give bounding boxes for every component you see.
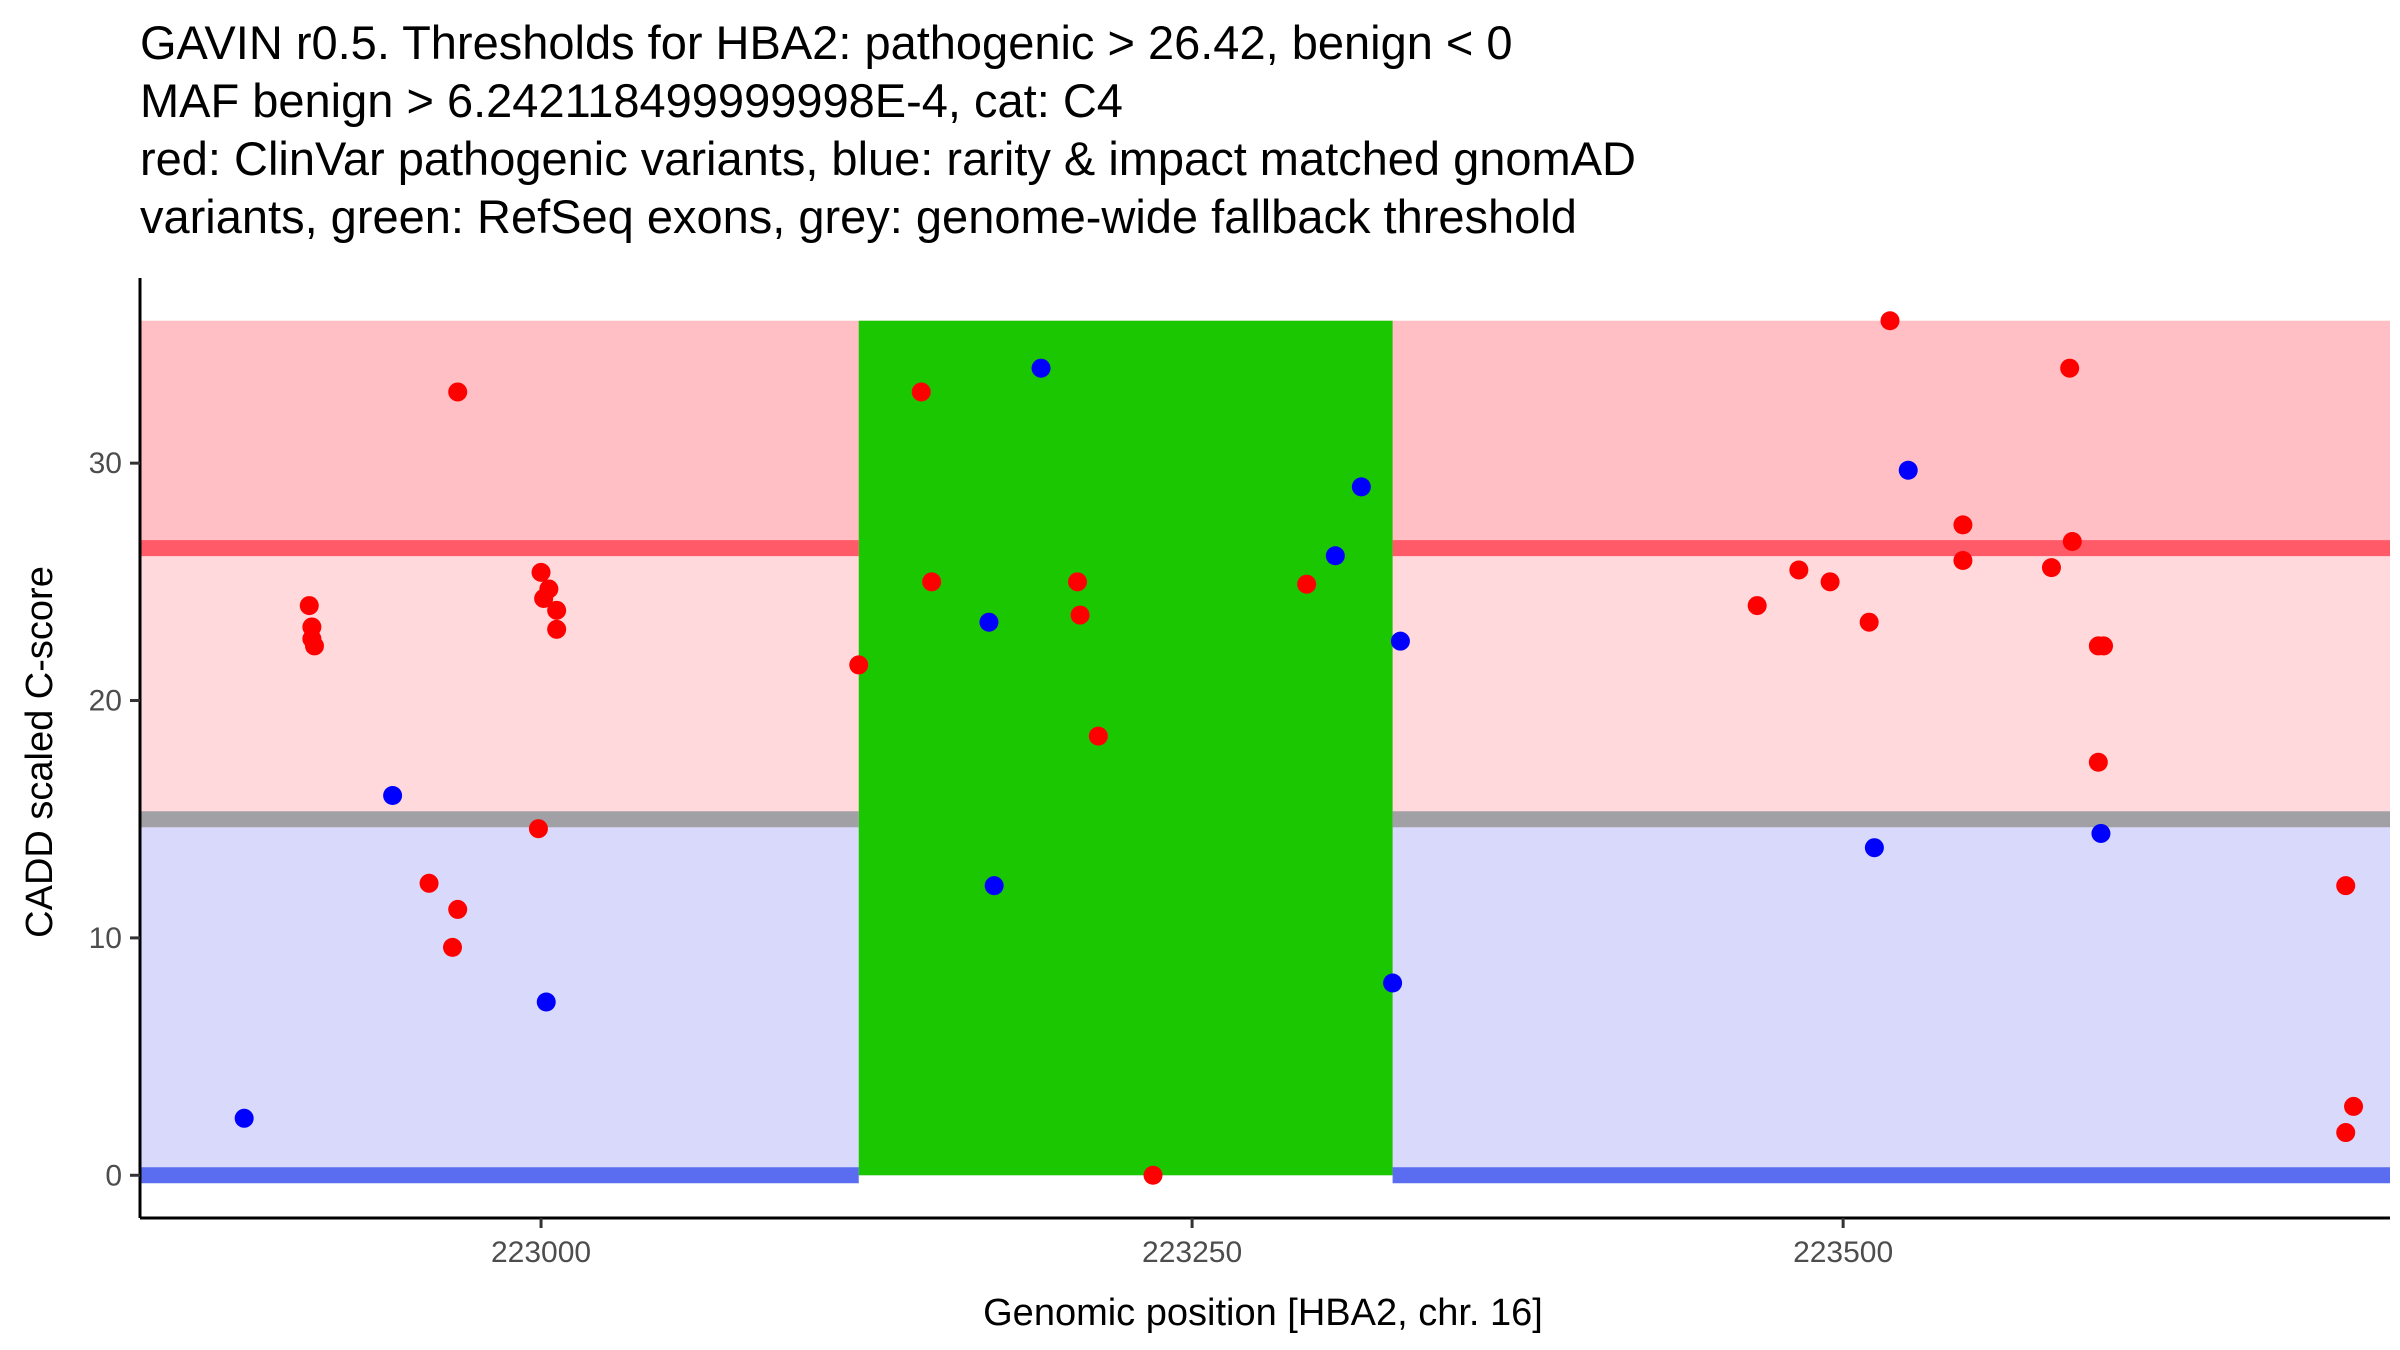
clinvar-point-37 [2344,1096,2364,1116]
clinvar-point-24 [1820,572,1840,592]
chart-title-line-4: variants, green: RefSeq exons, grey: gen… [140,190,1577,243]
chart-title-line-2: MAF benign > 6.242118499999998E-4, cat: … [140,74,1123,127]
clinvar-point-7 [448,382,468,402]
y-tick-label-0: 0 [105,1159,122,1192]
data-points [234,311,2364,1185]
clinvar-point-28 [1953,550,1973,570]
exon-region-layer [858,320,1393,1176]
gnomad-point-10 [1864,838,1884,858]
clinvar-point-31 [2062,531,2082,551]
clinvar-point-19 [1088,726,1108,746]
clinvar-point-20 [1143,1165,1163,1185]
clinvar-point-13 [547,619,567,639]
gnomad-point-6 [1325,546,1345,566]
clinvar-point-12 [547,600,567,620]
clinvar-point-18 [1070,605,1090,625]
clinvar-point-36 [2336,1123,2356,1143]
gnomad-point-9 [1390,631,1410,651]
axis-ticks: 0 10 20 30 223000 223250 223500 [89,447,1894,1269]
clinvar-point-8 [528,819,548,839]
clinvar-point-3 [304,636,324,656]
clinvar-point-4 [419,873,439,893]
y-axis-title: CADD scaled C-score [19,566,61,938]
gnomad-point-11 [1898,460,1918,480]
clinvar-point-17 [1068,572,1087,592]
clinvar-point-16 [922,572,942,592]
y-tick-label-10: 10 [89,922,122,955]
clinvar-point-35 [2336,876,2356,896]
gnomad-point-0 [234,1108,254,1128]
x-tick-label-223500: 223500 [1793,1236,1893,1269]
clinvar-point-22 [1747,596,1767,616]
gnomad-point-4 [984,876,1004,896]
clinvar-point-15 [911,382,931,402]
x-axis-title: Genomic position [HBA2, chr. 16] [983,1292,1543,1334]
exon-region [858,320,1393,1176]
axes [138,278,2390,1220]
clinvar-point-6 [448,899,468,919]
y-tick-label-30: 30 [89,447,122,480]
gnomad-point-12 [2091,823,2111,843]
clinvar-point-29 [2041,558,2061,578]
clinvar-point-27 [1953,515,1973,535]
gnomad-point-5 [1031,358,1051,378]
gnomad-point-3 [979,612,999,632]
x-tick-label-223000: 223000 [491,1236,591,1269]
threshold-lines [140,540,2390,1184]
clinvar-point-34 [2094,636,2114,656]
chart-title: GAVIN r0.5. Thresholds for HBA2: pathoge… [140,14,1636,246]
clinvar-point-5 [443,937,462,957]
clinvar-point-21 [1297,574,1317,594]
x-tick-label-223250: 223250 [1142,1236,1242,1269]
clinvar-point-14 [849,655,869,675]
clinvar-point-9 [531,562,551,582]
gnomad-point-7 [1351,477,1371,497]
clinvar-point-26 [1880,311,1900,331]
clinvar-point-30 [2060,358,2080,378]
clinvar-point-25 [1859,612,1879,632]
clinvar-point-11 [539,579,559,599]
y-tick-label-20: 20 [89,685,122,718]
clinvar-point-23 [1789,560,1809,580]
gnomad-point-2 [536,992,556,1012]
clinvar-point-0 [299,596,319,616]
gnomad-point-8 [1383,973,1403,993]
clinvar-point-33 [2088,752,2108,772]
chart-title-line-1: GAVIN r0.5. Thresholds for HBA2: pathoge… [140,16,1513,69]
gnomad-point-1 [383,785,403,805]
chart-title-line-3: red: ClinVar pathogenic variants, blue: … [140,132,1636,185]
